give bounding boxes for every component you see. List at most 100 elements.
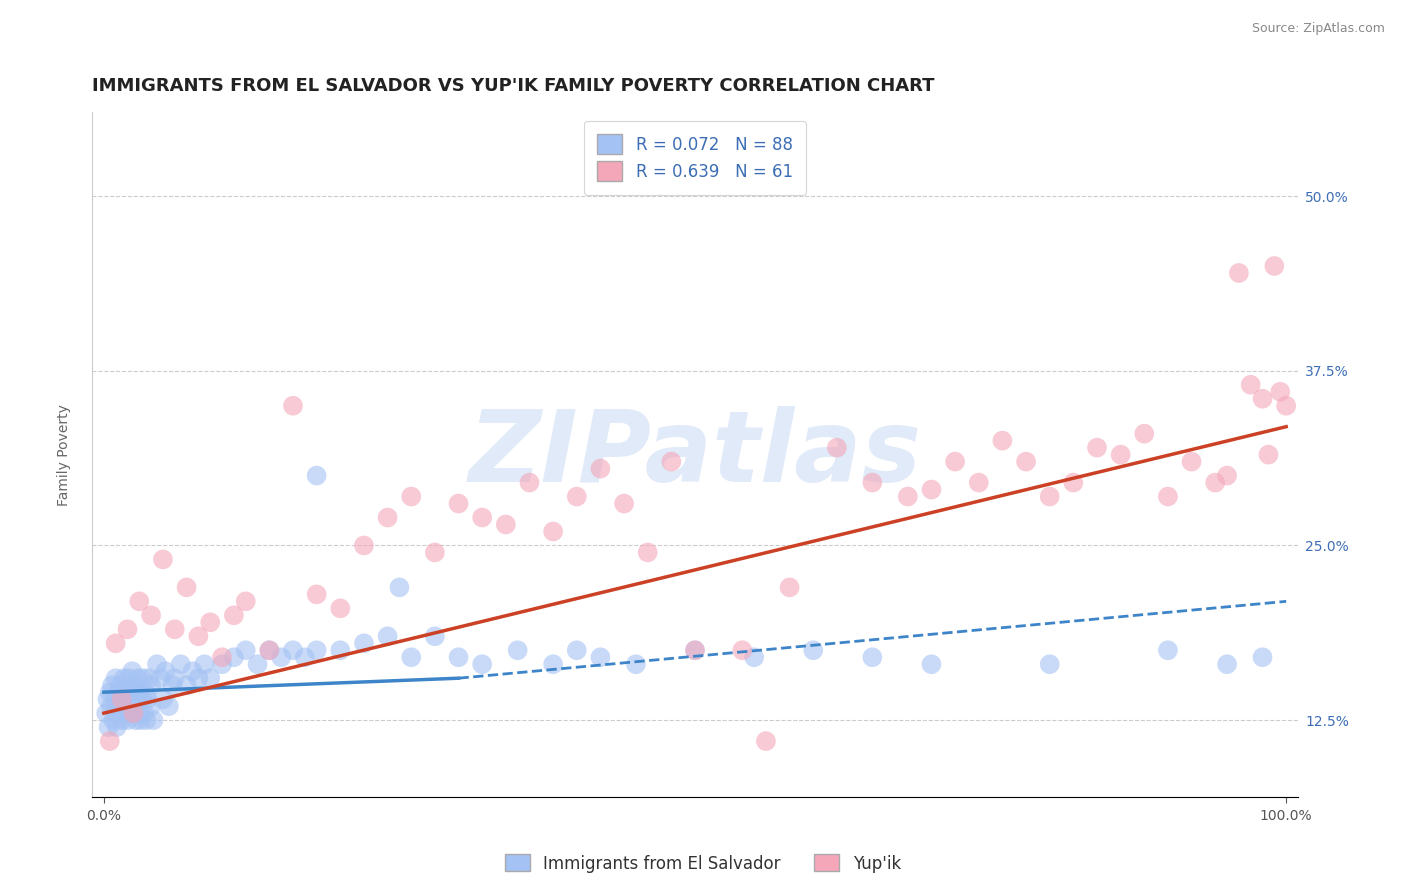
Point [125,692,148,706]
Point [110,713,132,727]
Point [259,643,281,657]
Point [399,650,422,665]
Point [120,685,142,699]
Point [541,524,564,539]
Point [129,713,152,727]
Point [1251,392,1274,406]
Point [125,713,148,727]
Point [246,657,269,672]
Point [105,720,128,734]
Point [624,657,647,672]
Point [1270,384,1292,399]
Point [110,692,132,706]
Point [755,734,778,748]
Point [423,629,446,643]
Point [471,657,494,672]
Point [329,601,352,615]
Point [163,671,186,685]
Point [1039,490,1062,504]
Point [305,587,328,601]
Point [112,671,135,685]
Point [111,692,134,706]
Point [801,643,824,657]
Point [114,706,136,720]
Text: Source: ZipAtlas.com: Source: ZipAtlas.com [1251,22,1385,36]
Point [1062,475,1084,490]
Point [211,657,233,672]
Point [128,685,150,699]
Point [127,671,149,685]
Point [1240,377,1263,392]
Point [97,720,120,734]
Point [991,434,1014,448]
Text: ZIPatlas: ZIPatlas [468,406,921,503]
Point [471,510,494,524]
Point [235,594,257,608]
Point [541,657,564,672]
Point [139,699,162,714]
Point [388,580,411,594]
Point [155,664,177,678]
Point [170,657,193,672]
Point [281,399,304,413]
Point [825,441,848,455]
Legend: Immigrants from El Salvador, Yup'ik: Immigrants from El Salvador, Yup'ik [499,847,907,880]
Point [103,713,125,727]
Point [943,455,966,469]
Point [1181,455,1204,469]
Point [222,608,245,623]
Point [128,594,150,608]
Point [281,643,304,657]
Point [122,706,145,720]
Point [146,657,169,672]
Point [122,699,145,714]
Point [1085,441,1108,455]
Point [96,706,118,720]
Point [103,692,125,706]
Point [377,510,399,524]
Point [124,678,146,692]
Point [101,678,124,692]
Point [117,622,139,636]
Text: IMMIGRANTS FROM EL SALVADOR VS YUP'IK FAMILY POVERTY CORRELATION CHART: IMMIGRANTS FROM EL SALVADOR VS YUP'IK FA… [91,78,935,95]
Point [136,692,159,706]
Legend: R = 0.072   N = 88, R = 0.639   N = 61: R = 0.072 N = 88, R = 0.639 N = 61 [583,120,806,194]
Point [176,678,198,692]
Point [162,678,184,692]
Point [779,580,801,594]
Point [131,692,153,706]
Point [565,490,588,504]
Point [134,685,156,699]
Point [104,671,127,685]
Point [117,713,139,727]
Point [1204,475,1226,490]
Point [1263,259,1285,273]
Point [1015,455,1038,469]
Point [98,685,121,699]
Point [495,517,517,532]
Point [1216,468,1239,483]
Point [270,650,292,665]
Point [259,643,281,657]
Point [187,671,209,685]
Point [1157,490,1180,504]
Point [353,538,375,552]
Point [142,713,165,727]
Point [104,636,127,650]
Point [399,490,422,504]
Point [353,636,375,650]
Point [1157,643,1180,657]
Point [683,643,706,657]
Point [637,545,659,559]
Point [193,657,215,672]
Point [506,643,529,657]
Point [138,671,160,685]
Point [1257,448,1279,462]
Point [897,490,920,504]
Point [423,545,446,559]
Point [110,678,132,692]
Point [1133,426,1156,441]
Point [1039,657,1062,672]
Point [121,664,143,678]
Point [107,685,129,699]
